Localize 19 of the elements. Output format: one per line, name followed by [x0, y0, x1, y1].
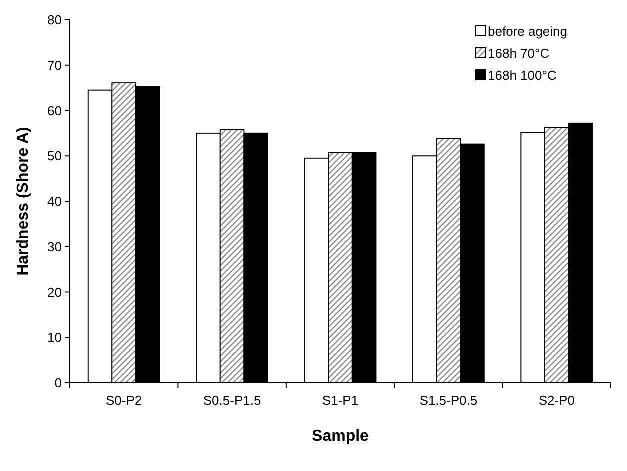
- x-tick-label: S0-P2: [106, 393, 142, 408]
- x-tick-label: S0.5-P1.5: [203, 393, 262, 408]
- x-tick-label: S2-P0: [538, 393, 575, 408]
- x-tick-label: S1-P1: [322, 393, 359, 408]
- y-axis-title: Hardness (Shore A): [15, 127, 32, 276]
- y-tick-label: 60: [48, 103, 62, 118]
- y-tick-label: 30: [48, 239, 62, 254]
- y-tick-label: 70: [48, 58, 62, 73]
- legend-label: 168h 70°C: [488, 46, 550, 61]
- y-tick-label: 10: [48, 330, 62, 346]
- legend-label: 168h 100°C: [488, 68, 557, 83]
- y-tick-label: 0: [54, 376, 62, 391]
- y-tick-label: 80: [48, 12, 62, 28]
- x-axis-title: Sample: [312, 428, 370, 445]
- y-tick-label: 40: [48, 194, 62, 210]
- x-tick-label: S1.5-P0.5: [420, 393, 478, 408]
- y-tick-label: 20: [48, 284, 62, 300]
- legend-label: before ageing: [488, 24, 568, 39]
- y-tick-label: 50: [48, 148, 62, 164]
